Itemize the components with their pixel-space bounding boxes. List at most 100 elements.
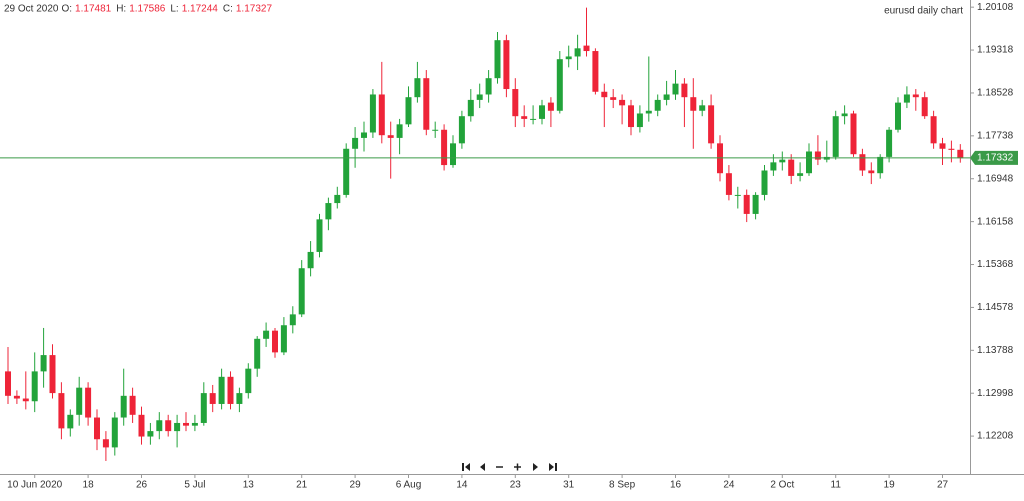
candle-body xyxy=(806,151,812,174)
candle xyxy=(298,260,305,318)
candle xyxy=(263,322,270,347)
candle xyxy=(779,151,786,171)
candle xyxy=(209,384,216,413)
candle xyxy=(921,91,928,119)
candle-body xyxy=(272,330,278,353)
candle-body xyxy=(930,116,937,144)
candle-body xyxy=(280,325,287,353)
candle xyxy=(734,186,741,209)
candle-body xyxy=(583,45,590,52)
navigation-toolbar xyxy=(462,463,557,471)
candle xyxy=(725,165,732,201)
candle-body xyxy=(770,162,777,171)
candle-body xyxy=(877,156,884,174)
candle xyxy=(628,99,634,136)
candle-body xyxy=(40,355,47,372)
candle-body xyxy=(752,194,759,214)
candle-body xyxy=(547,102,554,111)
candle xyxy=(111,412,118,456)
last-price-label: 1.17332 xyxy=(977,153,1014,164)
candle xyxy=(450,135,456,168)
candle-body xyxy=(334,194,341,204)
candle xyxy=(31,352,38,413)
candle-body xyxy=(343,148,350,195)
candle xyxy=(841,105,848,125)
last-button[interactable] xyxy=(549,463,557,471)
candle-body xyxy=(681,83,688,98)
chart-title: eurusd daily chart xyxy=(884,6,963,17)
x-tick-label: 13 xyxy=(243,480,255,491)
y-tick-label: 1.17738 xyxy=(977,130,1014,141)
candle xyxy=(610,89,617,109)
zoom-in-button[interactable] xyxy=(514,463,521,471)
candle-body xyxy=(663,94,670,100)
candle xyxy=(601,83,608,128)
header-value: 1.17481 xyxy=(75,4,112,15)
candle xyxy=(556,51,563,114)
candle-body xyxy=(369,94,376,133)
candle xyxy=(280,317,287,356)
candle-body xyxy=(58,393,65,429)
candle xyxy=(636,105,643,133)
candle-body xyxy=(209,393,216,404)
candle-body xyxy=(708,105,715,144)
candle-body xyxy=(574,48,581,57)
y-tick-label: 1.12208 xyxy=(977,431,1014,442)
candle-body xyxy=(636,113,643,128)
candle-body xyxy=(494,40,501,79)
y-tick-label: 1.14578 xyxy=(977,302,1014,313)
candle-body xyxy=(22,398,29,402)
candle xyxy=(289,306,296,334)
candle-body xyxy=(699,105,706,111)
candle-body xyxy=(467,99,474,117)
candle xyxy=(94,409,100,451)
prev-button[interactable] xyxy=(480,463,485,471)
candle-body xyxy=(841,113,848,117)
candle xyxy=(788,154,795,185)
candle xyxy=(441,124,448,171)
candle-body xyxy=(147,431,154,437)
candle xyxy=(245,363,252,399)
candle-body xyxy=(361,132,367,138)
candle-body xyxy=(67,414,74,429)
x-tick-label: 29 xyxy=(350,480,362,491)
candle-body xyxy=(734,194,741,196)
y-tick-label: 1.15368 xyxy=(977,259,1014,270)
candle xyxy=(316,213,323,258)
x-tick-label: 27 xyxy=(937,480,949,491)
candle xyxy=(156,412,163,440)
candle-body xyxy=(174,422,181,432)
candle xyxy=(174,414,181,448)
candle-body xyxy=(476,94,483,100)
candle xyxy=(405,86,412,128)
candle-body xyxy=(450,143,456,166)
first-button[interactable] xyxy=(462,463,470,471)
candle xyxy=(67,409,74,437)
candle xyxy=(859,148,866,176)
candle-body xyxy=(610,97,617,100)
candle-body xyxy=(921,97,928,117)
next-button[interactable] xyxy=(533,463,538,471)
candle xyxy=(903,86,910,109)
candle xyxy=(912,89,919,111)
candle xyxy=(40,327,47,388)
candle-body xyxy=(725,173,732,195)
candle xyxy=(191,414,198,432)
candle-body xyxy=(441,129,448,166)
candle xyxy=(5,346,11,404)
candle-body xyxy=(5,371,11,396)
candle-body xyxy=(539,105,545,119)
candle xyxy=(547,97,554,128)
candle xyxy=(565,45,572,68)
x-tick-label: 23 xyxy=(510,480,522,491)
candle xyxy=(467,89,474,122)
candle xyxy=(868,162,875,185)
candle-body xyxy=(530,118,537,120)
candle xyxy=(423,70,430,136)
candle-body xyxy=(628,105,634,128)
y-tick-label: 1.12998 xyxy=(977,388,1014,399)
candle-body xyxy=(814,151,821,160)
candle-body xyxy=(289,314,296,326)
candle-body xyxy=(957,149,964,159)
y-tick-label: 1.13788 xyxy=(977,345,1014,356)
